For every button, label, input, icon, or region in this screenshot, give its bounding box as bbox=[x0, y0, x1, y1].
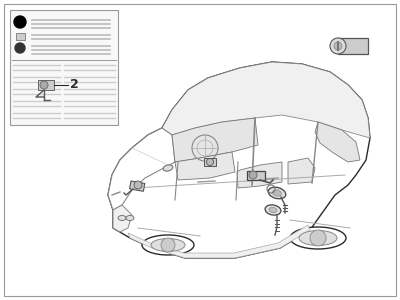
Polygon shape bbox=[237, 162, 282, 188]
Circle shape bbox=[134, 181, 142, 189]
Polygon shape bbox=[288, 158, 315, 184]
Polygon shape bbox=[128, 225, 310, 258]
Bar bbox=[247, 171, 265, 180]
Bar bbox=[204, 158, 216, 166]
Bar bbox=[16, 33, 25, 40]
Polygon shape bbox=[172, 118, 258, 162]
Ellipse shape bbox=[126, 215, 134, 220]
Circle shape bbox=[249, 171, 257, 179]
Ellipse shape bbox=[268, 187, 286, 199]
Ellipse shape bbox=[334, 42, 342, 50]
Polygon shape bbox=[113, 205, 132, 232]
Ellipse shape bbox=[269, 207, 277, 213]
Polygon shape bbox=[108, 62, 370, 258]
Ellipse shape bbox=[142, 235, 194, 255]
Ellipse shape bbox=[118, 215, 126, 220]
Polygon shape bbox=[162, 62, 370, 138]
Polygon shape bbox=[108, 128, 175, 210]
Circle shape bbox=[310, 230, 326, 246]
Ellipse shape bbox=[151, 238, 185, 251]
Bar bbox=[10, 10, 118, 125]
Polygon shape bbox=[175, 152, 235, 180]
Polygon shape bbox=[315, 122, 360, 162]
Circle shape bbox=[15, 43, 25, 53]
Ellipse shape bbox=[299, 230, 337, 245]
Bar bbox=[130, 181, 145, 191]
Ellipse shape bbox=[163, 165, 173, 171]
Ellipse shape bbox=[290, 227, 346, 249]
Circle shape bbox=[40, 81, 48, 89]
Ellipse shape bbox=[265, 205, 281, 215]
Text: 2: 2 bbox=[70, 79, 79, 92]
Circle shape bbox=[206, 158, 214, 166]
Bar bbox=[338, 38, 368, 54]
Ellipse shape bbox=[330, 38, 346, 54]
Circle shape bbox=[161, 238, 175, 252]
Ellipse shape bbox=[272, 190, 282, 196]
Bar bbox=[38, 80, 54, 90]
Circle shape bbox=[14, 16, 26, 28]
